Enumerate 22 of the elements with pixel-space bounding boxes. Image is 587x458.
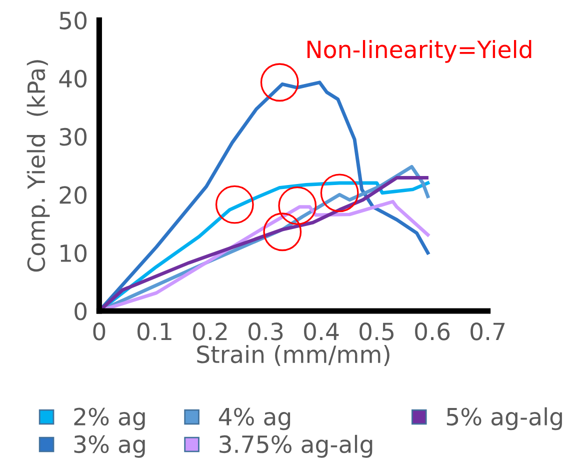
x-tick-label: 0.3: [248, 322, 283, 340]
y-tick-label: 40: [59, 70, 87, 88]
legend-label: 3.75% ag-alg: [220, 434, 372, 458]
legend-label: 4% ag: [218, 408, 290, 430]
x-tick-label: 0.1: [138, 322, 172, 340]
y-tick-label: 10: [60, 244, 87, 262]
y-tick-label: 50: [60, 12, 87, 30]
y-tick-label: 20: [60, 186, 87, 204]
y-tick-label: 30: [60, 128, 87, 146]
x-tick-label: 0.6: [415, 322, 450, 340]
legend-label: 5% ag-alg: [446, 407, 562, 430]
x-tick-label: 0.5: [360, 322, 394, 340]
x-tick-label: 0: [93, 322, 106, 340]
annotation: Non-linearity=Yield: [307, 40, 532, 63]
x-tick-label: 0.2: [193, 322, 227, 340]
legend-label: 3% ag: [74, 435, 145, 458]
x-tick-label: 0.4: [304, 322, 339, 340]
y-axis-title: Comp. Yield (kPa): [26, 60, 50, 272]
x-axis-title: Strain (mm/mm): [197, 344, 390, 366]
x-tick-label: 0.7: [470, 322, 505, 340]
y-tick-label: 0: [74, 302, 87, 320]
legend-label: 2% ag: [74, 408, 145, 430]
